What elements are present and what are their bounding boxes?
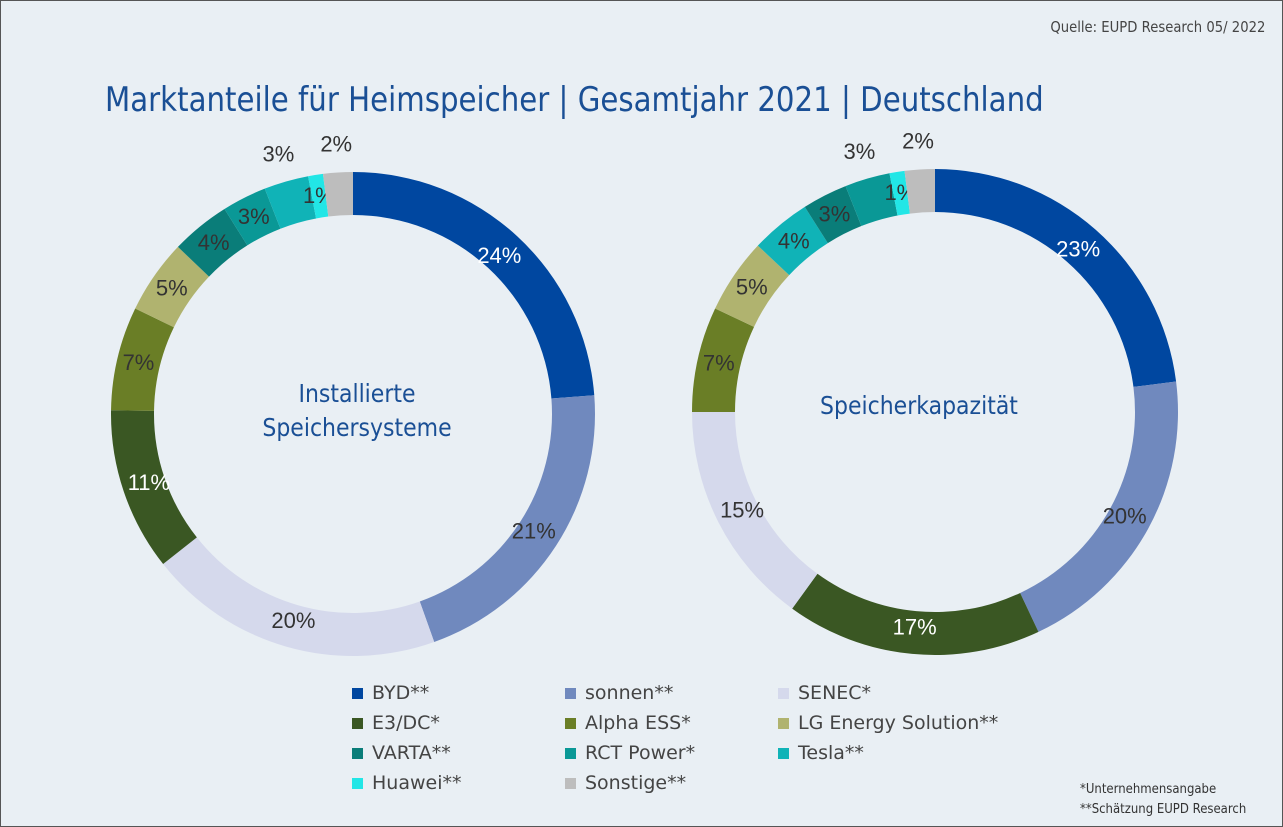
data-label: 5% — [156, 275, 188, 300]
legend-swatch — [352, 717, 363, 729]
legend-label: Tesla** — [798, 742, 864, 764]
donut-segment-lg-energy-solution — [715, 245, 790, 327]
data-label: 24% — [477, 243, 521, 268]
footnote: **Schätzung EUPD Research — [1080, 802, 1247, 817]
legend-item: Tesla** — [778, 742, 864, 764]
legend-swatch — [778, 717, 789, 729]
center-label-line: Speichersysteme — [262, 413, 452, 442]
legend-label: LG Energy Solution** — [798, 712, 999, 734]
data-label: 23% — [1056, 237, 1100, 262]
data-label: 5% — [736, 274, 768, 299]
data-label: 21% — [512, 518, 556, 543]
donut-segment-tesla — [264, 176, 317, 229]
legend-swatch — [352, 687, 363, 699]
legend-item: Sonstige** — [565, 772, 686, 794]
donut-segment-alpha-ess — [111, 308, 174, 411]
legend-swatch — [565, 777, 576, 789]
data-label: 20% — [1103, 503, 1147, 528]
center-label-right: Speicherkapazität — [820, 389, 1018, 423]
legend-item: SENEC* — [778, 682, 871, 704]
data-label: 7% — [123, 350, 155, 375]
donut-segment-senec — [692, 412, 818, 609]
data-label: 11% — [128, 470, 170, 495]
donut-segment-sonnen — [419, 395, 595, 642]
donut-segment-alpha-ess — [692, 308, 755, 412]
legend-swatch — [352, 747, 363, 759]
legend-label: Sonstige** — [585, 772, 687, 794]
donut-segment-varta — [177, 208, 248, 277]
center-label-line: Installierte — [298, 379, 416, 408]
donut-segment-senec — [163, 537, 435, 656]
donut-segment-sonstige — [322, 172, 353, 217]
legend-item: VARTA** — [352, 742, 451, 764]
legend-item: sonnen** — [565, 682, 673, 704]
footnotes: *Unternehmensangabe **Schätzung EUPD Res… — [1080, 780, 1246, 820]
data-label: 3% — [843, 139, 875, 164]
legend-label: E3/DC* — [372, 712, 440, 734]
donut-segment-tesla — [757, 206, 828, 276]
legend-label: BYD** — [372, 682, 430, 704]
legend-swatch — [778, 687, 789, 699]
donut-segment-varta — [804, 186, 862, 244]
footnote: *Unternehmensangabe — [1080, 782, 1217, 797]
donut-segment-rct-power — [845, 173, 898, 227]
donut-segment-e3-dc — [792, 573, 1039, 655]
legend-item: Huawei** — [352, 772, 461, 794]
source-note: Quelle: EUPD Research 05/ 2022 — [1049, 18, 1265, 36]
data-label: 4% — [778, 228, 810, 253]
legend-label: Huawei** — [372, 772, 462, 794]
donut-segment-huawei — [308, 173, 329, 219]
data-label: 15% — [720, 497, 764, 522]
legend-swatch — [352, 777, 363, 789]
data-label: 17% — [893, 615, 937, 640]
legend-swatch — [565, 687, 576, 699]
data-label: 3% — [238, 204, 270, 229]
donut-segment-byd — [353, 172, 595, 399]
data-label: 2% — [902, 129, 934, 154]
donut-segment-e3-dc — [111, 410, 197, 565]
legend-item: E3/DC* — [352, 712, 440, 734]
donut-segment-byd — [935, 169, 1177, 387]
chart-title: Marktanteile für Heimspeicher | Gesamtja… — [105, 80, 1044, 120]
center-label-left: Installierte Speichersysteme — [262, 377, 451, 445]
legend-item: BYD** — [352, 682, 429, 704]
legend-label: RCT Power* — [585, 742, 696, 764]
data-label: 4% — [198, 230, 230, 255]
legend-item: Alpha ESS* — [565, 712, 691, 734]
data-label: 20% — [271, 608, 315, 633]
legend-item: LG Energy Solution** — [778, 712, 998, 734]
legend-label: Alpha ESS* — [585, 712, 691, 734]
data-label: 3% — [263, 142, 295, 167]
legend-item: RCT Power* — [565, 742, 695, 764]
data-label: 7% — [703, 351, 735, 376]
data-label: 3% — [819, 202, 851, 227]
legend-label: sonnen** — [585, 682, 674, 704]
donut-segment-sonnen — [1020, 381, 1178, 632]
center-label-line: Speicherkapazität — [820, 391, 1018, 420]
donut-segment-huawei — [889, 170, 910, 216]
data-label: 2% — [320, 132, 352, 157]
donut-segment-rct-power — [224, 188, 281, 246]
legend-label: SENEC* — [798, 682, 872, 704]
legend-swatch — [778, 747, 789, 759]
legend-label: VARTA** — [372, 742, 451, 764]
legend-swatch — [565, 717, 576, 729]
donut-segment-sonstige — [904, 169, 935, 214]
donut-segment-lg-energy-solution — [135, 246, 210, 328]
legend-swatch — [565, 747, 576, 759]
